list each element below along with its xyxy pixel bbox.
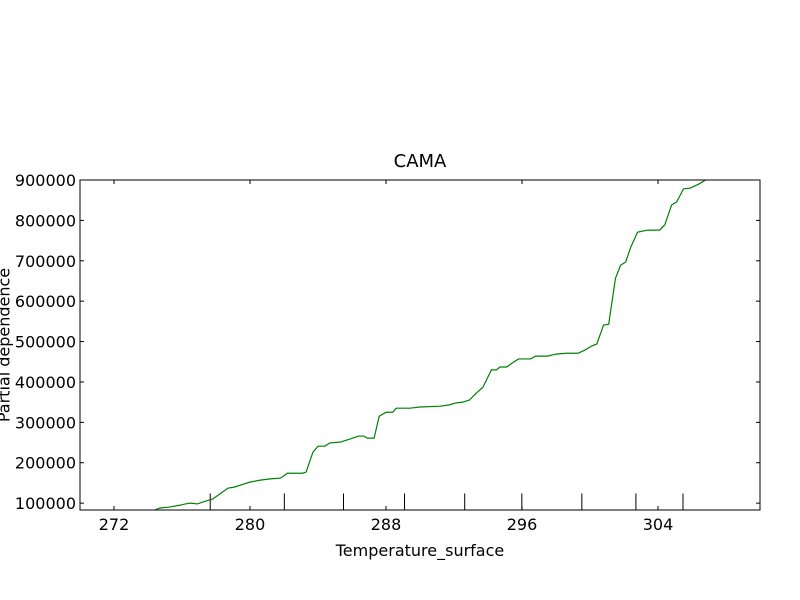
chart-title: CAMA (394, 151, 447, 172)
x-tick-label: 280 (235, 515, 266, 534)
plot-frame (79, 179, 761, 511)
line-series (154, 180, 706, 510)
y-axis-label: Partial dependence (0, 268, 14, 422)
y-tick-label: 700000 (15, 252, 76, 271)
y-tick-label: 900000 (15, 171, 76, 190)
y-tick-label: 800000 (15, 211, 76, 230)
x-tick-label: 304 (643, 515, 674, 534)
x-tick-label: 272 (99, 515, 130, 534)
y-tick-label: 100000 (15, 494, 76, 513)
x-axis-label: Temperature_surface (335, 541, 504, 561)
plot-area (154, 180, 706, 510)
y-tick-label: 400000 (15, 373, 76, 392)
x-tick-label: 296 (507, 515, 538, 534)
y-tick-label: 500000 (15, 333, 76, 352)
x-tick-label: 288 (371, 515, 402, 534)
y-tick-label: 300000 (15, 413, 76, 432)
y-tick-label: 200000 (15, 454, 76, 473)
y-tick-label: 600000 (15, 292, 76, 311)
